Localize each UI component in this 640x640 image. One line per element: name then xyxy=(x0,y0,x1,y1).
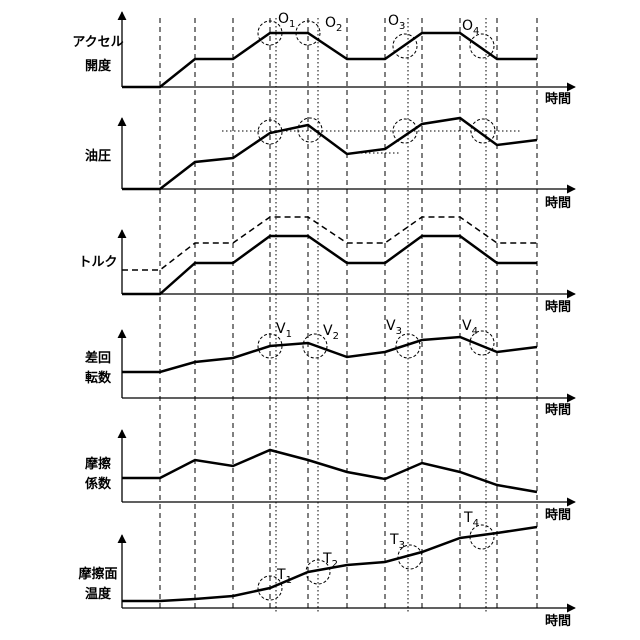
time-label: 時間 xyxy=(545,507,571,523)
annotation: O3 xyxy=(388,13,405,32)
annotation-letter: T xyxy=(389,532,399,548)
annotation: V4 xyxy=(462,318,478,337)
panel-label: 摩擦面 xyxy=(78,566,117,582)
annotation: T3 xyxy=(389,532,405,551)
annotation-letter: T xyxy=(463,510,473,526)
annotation-index: 2 xyxy=(333,331,339,342)
time-label: 時間 xyxy=(545,613,571,629)
signal-line xyxy=(122,118,537,189)
annotation-index: 3 xyxy=(399,21,405,32)
annotation: O2 xyxy=(325,15,342,34)
time-label: 時間 xyxy=(545,195,571,211)
panel-label: 開度 xyxy=(85,58,112,74)
annotation-letter: T xyxy=(322,551,332,567)
annotation: O4 xyxy=(462,18,479,37)
signal-line-dashed xyxy=(122,217,537,270)
annotation-letter: O xyxy=(278,11,289,27)
time-label: 時間 xyxy=(545,91,571,107)
annotation-index: 2 xyxy=(332,559,338,570)
annotation-index: 3 xyxy=(399,540,405,551)
annotation: V3 xyxy=(386,318,402,337)
panel-label: 係数 xyxy=(85,476,112,492)
annotation-index: 1 xyxy=(286,329,292,340)
annotation-index: 4 xyxy=(472,326,478,337)
panel-label: 差回 xyxy=(85,350,111,366)
annotation-index: 2 xyxy=(336,23,342,34)
annotation: T4 xyxy=(463,510,479,529)
annotation-letter: O xyxy=(462,18,473,34)
annotation-index: 4 xyxy=(473,518,479,529)
annotation-letter: V xyxy=(276,321,286,337)
signal-line xyxy=(122,337,537,372)
panel-label: 温度 xyxy=(85,586,112,602)
panel-label: 油圧 xyxy=(85,148,111,164)
signal-line xyxy=(122,450,537,492)
annotation-index: 3 xyxy=(396,326,402,337)
annotation-letter: V xyxy=(462,318,472,334)
time-label: 時間 xyxy=(545,299,571,315)
panel-label: 摩擦 xyxy=(85,456,111,472)
time-label: 時間 xyxy=(545,402,571,418)
signal-line xyxy=(122,236,537,294)
annotation-letter: V xyxy=(386,318,396,334)
annotation-letter: T xyxy=(276,567,286,583)
annotation-letter: O xyxy=(325,15,336,31)
annotation-letter: V xyxy=(323,323,333,339)
annotation-index: 4 xyxy=(473,26,479,37)
panel-label: 転数 xyxy=(85,370,112,386)
annotation-letter: O xyxy=(388,13,399,29)
annotation-index: 1 xyxy=(286,575,292,586)
panel-label: トルク xyxy=(78,255,117,270)
panel-label: アクセル xyxy=(72,35,123,50)
annotation: O1 xyxy=(278,11,295,30)
annotation-index: 1 xyxy=(289,19,295,30)
signal-line xyxy=(122,33,537,87)
